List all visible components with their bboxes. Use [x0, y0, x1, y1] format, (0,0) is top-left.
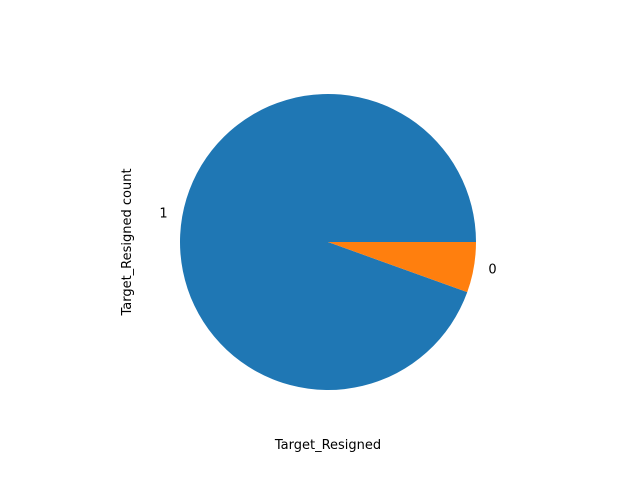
pie-slice-1 [180, 93, 476, 390]
pie-label-1: 1 [159, 207, 167, 222]
pie-label-0: 0 [488, 263, 496, 278]
x-axis-label: Target_Resigned [274, 438, 381, 453]
y-axis-label: Target_Resigned count [120, 168, 135, 316]
pie-slices [180, 93, 476, 390]
pie-slice-0 [328, 242, 476, 293]
pie-slice-labels: 10 [159, 207, 496, 278]
